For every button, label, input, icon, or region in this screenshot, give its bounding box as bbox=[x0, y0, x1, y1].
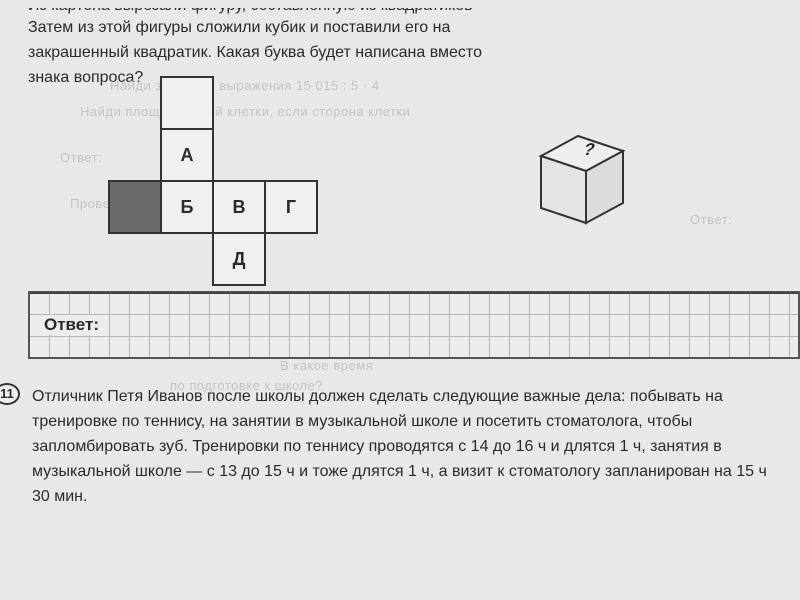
answer-box: Ответ: bbox=[28, 291, 800, 359]
answer-label: Ответ: bbox=[42, 315, 101, 335]
net-cell-blank bbox=[160, 76, 214, 130]
line-3: знака вопроса? bbox=[28, 69, 143, 86]
net-cell-Б: Б bbox=[160, 180, 214, 234]
problem-10-text: Затем из этой фигуры сложили кубик и пос… bbox=[28, 16, 788, 90]
problem-11-text: Отличник Петя Иванов после школы должен … bbox=[32, 388, 767, 504]
net-cell-В: В bbox=[212, 180, 266, 234]
problem-11: 11 Отличник Петя Иванов после школы долж… bbox=[28, 385, 788, 509]
net-cell-Г: Г bbox=[264, 180, 318, 234]
line-2: закрашенный квадратик. Какая буква будет… bbox=[28, 44, 482, 61]
bleed-through-text: В какое время bbox=[280, 358, 373, 373]
net-cell-А: А bbox=[160, 128, 214, 182]
figure-area: АБВГД ? bbox=[108, 106, 788, 291]
net-cell-Д: Д bbox=[212, 232, 266, 286]
cut-line: Из картона вырезали фигуру, составленную… bbox=[28, 8, 788, 14]
cube-3d: ? bbox=[528, 131, 638, 236]
line-1: Затем из этой фигуры сложили кубик и пос… bbox=[28, 19, 450, 36]
net-cell-shaded bbox=[108, 180, 162, 234]
bleed-through-text: Ответ: bbox=[60, 150, 102, 165]
problem-number-11: 11 bbox=[0, 383, 20, 405]
